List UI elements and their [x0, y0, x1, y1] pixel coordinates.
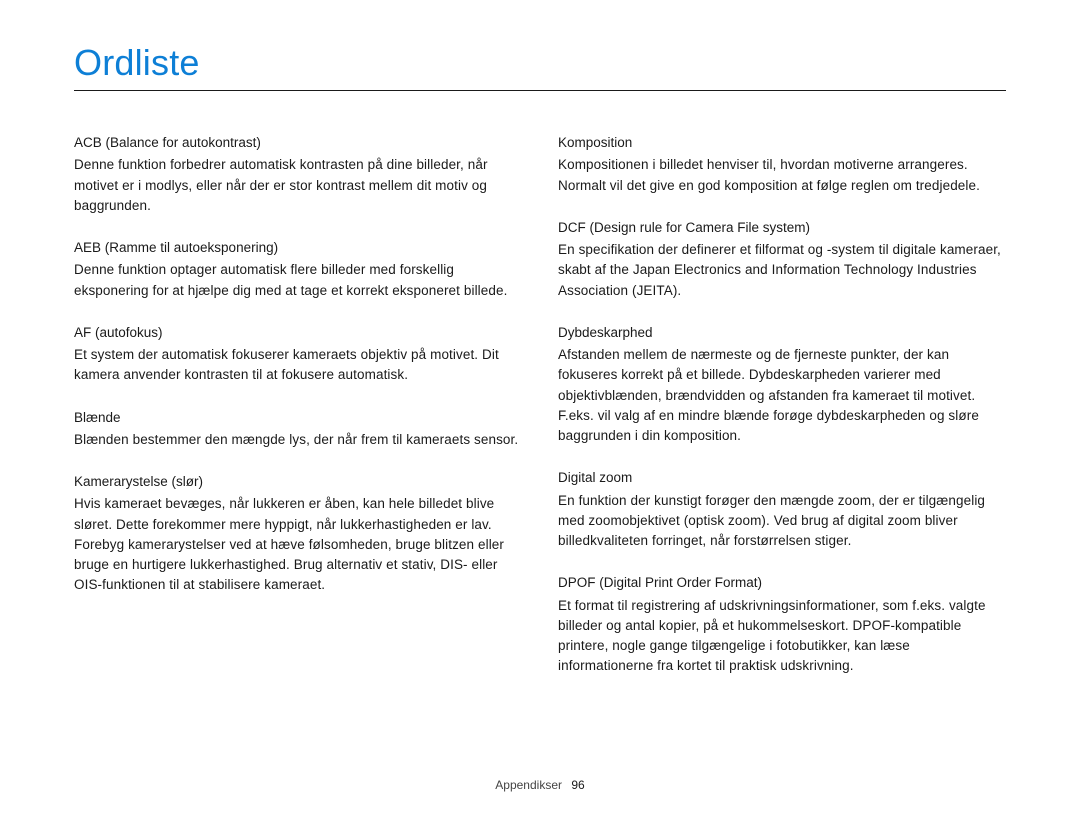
glossary-entry: DPOF (Digital Print Order Format) Et for…: [558, 573, 1006, 676]
term: DCF (Design rule for Camera File system): [558, 218, 1006, 238]
title-rule: [74, 90, 1006, 91]
definition: Et system der automatisk fokuserer kamer…: [74, 345, 522, 386]
term: Blænde: [74, 408, 522, 428]
glossary-entry: Komposition Kompositionen i billedet hen…: [558, 133, 1006, 196]
term: AF (autofokus): [74, 323, 522, 343]
left-column: ACB (Balance for autokontrast) Denne fun…: [74, 133, 522, 699]
term: Dybdeskarphed: [558, 323, 1006, 343]
term: Digital zoom: [558, 468, 1006, 488]
term: AEB (Ramme til autoeksponering): [74, 238, 522, 258]
term: Kamerarystelse (slør): [74, 472, 522, 492]
term: ACB (Balance for autokontrast): [74, 133, 522, 153]
page: Ordliste ACB (Balance for autokontrast) …: [0, 0, 1080, 815]
glossary-entry: Kamerarystelse (slør) Hvis kameraet bevæ…: [74, 472, 522, 596]
glossary-entry: Dybdeskarphed Afstanden mellem de nærmes…: [558, 323, 1006, 447]
definition: Denne funktion optager automatisk flere …: [74, 260, 522, 301]
page-footer: Appendikser 96: [0, 778, 1080, 792]
definition: Denne funktion forbedrer automatisk kont…: [74, 155, 522, 216]
term: Komposition: [558, 133, 1006, 153]
definition: En funktion der kunstigt forøger den mæn…: [558, 491, 1006, 552]
glossary-entry: Blænde Blænden bestemmer den mængde lys,…: [74, 408, 522, 451]
glossary-entry: AF (autofokus) Et system der automatisk …: [74, 323, 522, 386]
definition: Hvis kameraet bevæges, når lukkeren er å…: [74, 494, 522, 595]
content-columns: ACB (Balance for autokontrast) Denne fun…: [74, 133, 1006, 699]
definition: Afstanden mellem de nærmeste og de fjern…: [558, 345, 1006, 446]
right-column: Komposition Kompositionen i billedet hen…: [558, 133, 1006, 699]
footer-page-number: 96: [571, 778, 584, 792]
definition: Et format til registrering af udskrivnin…: [558, 596, 1006, 677]
definition: Kompositionen i billedet henviser til, h…: [558, 155, 1006, 196]
glossary-entry: ACB (Balance for autokontrast) Denne fun…: [74, 133, 522, 216]
page-title: Ordliste: [74, 42, 1006, 84]
definition: En specifikation der definerer et filfor…: [558, 240, 1006, 301]
glossary-entry: Digital zoom En funktion der kunstigt fo…: [558, 468, 1006, 551]
glossary-entry: DCF (Design rule for Camera File system)…: [558, 218, 1006, 301]
definition: Blænden bestemmer den mængde lys, der nå…: [74, 430, 522, 450]
footer-section: Appendikser: [495, 778, 562, 792]
glossary-entry: AEB (Ramme til autoeksponering) Denne fu…: [74, 238, 522, 301]
term: DPOF (Digital Print Order Format): [558, 573, 1006, 593]
